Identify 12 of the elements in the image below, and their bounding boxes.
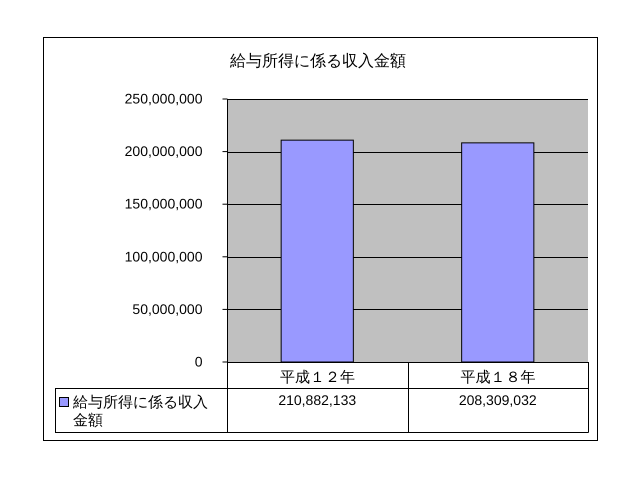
y-tick-label: 50,000,000	[132, 300, 203, 317]
data-label: 210,882,133	[278, 392, 356, 408]
chart-title: 給与所得に係る収入金額	[229, 52, 406, 70]
y-tick-label: 100,000,000	[124, 248, 203, 264]
x-tick-label: 平成１８年	[460, 369, 536, 386]
y-tick-label: 250,000,000	[124, 90, 203, 106]
y-tick-label: 150,000,000	[124, 196, 203, 212]
y-tick-label: 0	[194, 353, 203, 370]
legend-label: 給与所得に係る収入金額	[72, 394, 208, 429]
data-label: 208,309,032	[458, 392, 537, 408]
y-tick-label: 200,000,000	[124, 143, 203, 160]
x-tick-label: 平成１２年	[280, 369, 355, 386]
